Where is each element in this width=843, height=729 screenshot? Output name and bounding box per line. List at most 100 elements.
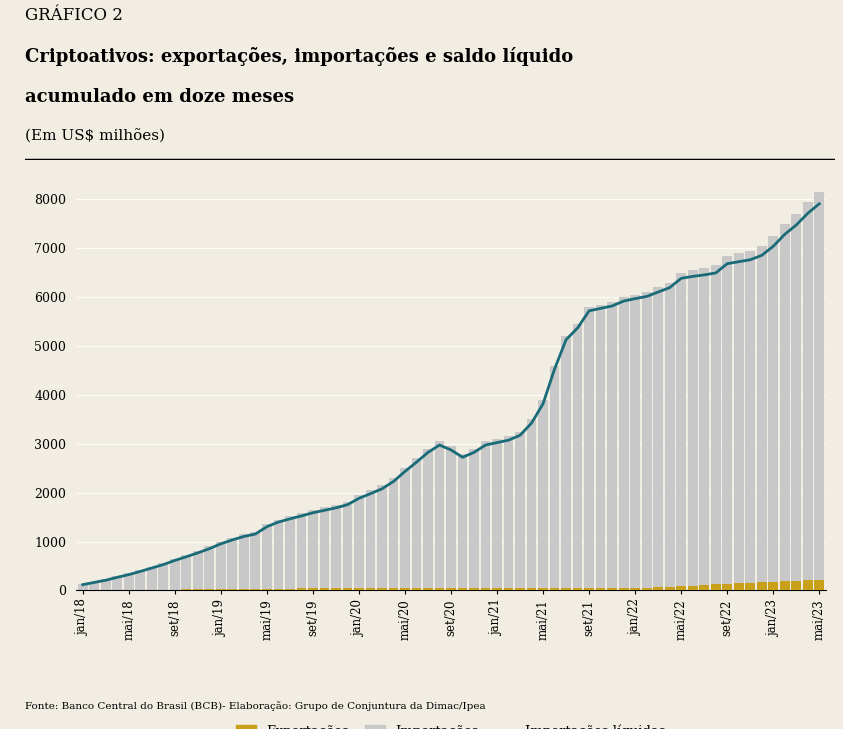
Bar	[423, 588, 433, 590]
Bar	[596, 588, 605, 590]
Bar	[538, 399, 548, 590]
Bar	[757, 582, 766, 590]
Bar	[561, 588, 571, 590]
Bar	[331, 588, 341, 590]
Bar	[631, 588, 640, 590]
Bar	[239, 534, 249, 590]
Bar	[792, 581, 801, 590]
Bar	[503, 588, 513, 590]
Bar	[354, 495, 364, 590]
Bar	[780, 224, 790, 590]
Bar	[481, 588, 491, 590]
Bar	[642, 292, 652, 590]
Bar	[366, 491, 375, 590]
Bar	[665, 587, 674, 590]
Bar	[411, 588, 422, 590]
Bar	[216, 589, 226, 590]
Bar	[377, 588, 387, 590]
Bar	[262, 524, 271, 590]
Bar	[733, 253, 744, 590]
Bar	[700, 585, 709, 590]
Bar	[458, 588, 467, 590]
Bar	[780, 582, 790, 590]
Bar	[193, 589, 202, 590]
Bar	[561, 336, 571, 590]
Bar	[446, 446, 456, 590]
Bar	[285, 588, 295, 590]
Bar	[596, 305, 605, 590]
Bar	[572, 588, 583, 590]
Bar	[527, 419, 536, 590]
Bar	[205, 547, 214, 590]
Bar	[481, 441, 491, 590]
Bar	[722, 256, 732, 590]
Bar	[78, 584, 88, 590]
Bar	[285, 516, 295, 590]
Bar	[550, 366, 560, 590]
Importações líquidas	[78, 580, 88, 589]
Bar	[607, 302, 617, 590]
Importações líquidas	[458, 453, 468, 461]
Bar	[273, 588, 283, 590]
Bar	[181, 555, 191, 590]
Bar	[389, 588, 399, 590]
Bar	[619, 588, 629, 590]
Bar	[515, 588, 525, 590]
Bar	[631, 295, 640, 590]
Bar	[342, 588, 352, 590]
Bar	[572, 324, 583, 590]
Bar	[158, 563, 169, 590]
Line: Importações líquidas: Importações líquidas	[83, 204, 819, 585]
Bar	[768, 236, 778, 590]
Text: GRÁFICO 2: GRÁFICO 2	[25, 7, 123, 24]
Bar	[228, 589, 237, 590]
Bar	[308, 510, 318, 590]
Bar	[319, 507, 330, 590]
Bar	[469, 588, 479, 590]
Bar	[342, 502, 352, 590]
Bar	[147, 566, 157, 590]
Bar	[642, 588, 652, 590]
Bar	[527, 588, 536, 590]
Bar	[700, 268, 709, 590]
Bar	[653, 287, 663, 590]
Text: Criptoativos: exportações, importações e saldo líquido: Criptoativos: exportações, importações e…	[25, 47, 573, 66]
Bar	[676, 586, 686, 590]
Bar	[101, 580, 110, 590]
Bar	[492, 439, 502, 590]
Legend: Exportações, Importações, Importações líquidas: Exportações, Importações, Importações lí…	[233, 720, 669, 729]
Bar	[711, 265, 721, 590]
Bar	[400, 588, 410, 590]
Bar	[124, 574, 134, 590]
Bar	[112, 577, 122, 590]
Bar	[136, 570, 145, 590]
Bar	[250, 532, 260, 590]
Bar	[458, 453, 467, 590]
Bar	[308, 588, 318, 590]
Bar	[193, 551, 202, 590]
Bar	[757, 246, 766, 590]
Bar	[239, 589, 249, 590]
Bar	[515, 432, 525, 590]
Bar	[503, 437, 513, 590]
Bar	[492, 588, 502, 590]
Bar	[377, 486, 387, 590]
Bar	[619, 297, 629, 590]
Importações líquidas	[711, 268, 721, 277]
Bar	[297, 588, 306, 590]
Importações líquidas	[792, 221, 802, 230]
Bar	[688, 585, 697, 590]
Bar	[89, 582, 99, 590]
Bar	[446, 588, 456, 590]
Bar	[792, 214, 801, 590]
Bar	[423, 449, 433, 590]
Bar	[400, 468, 410, 590]
Bar	[319, 588, 330, 590]
Bar	[711, 585, 721, 590]
Bar	[814, 580, 824, 590]
Bar	[411, 459, 422, 590]
Bar	[676, 273, 686, 590]
Importações líquidas	[250, 530, 260, 539]
Bar	[803, 580, 813, 590]
Bar	[331, 505, 341, 590]
